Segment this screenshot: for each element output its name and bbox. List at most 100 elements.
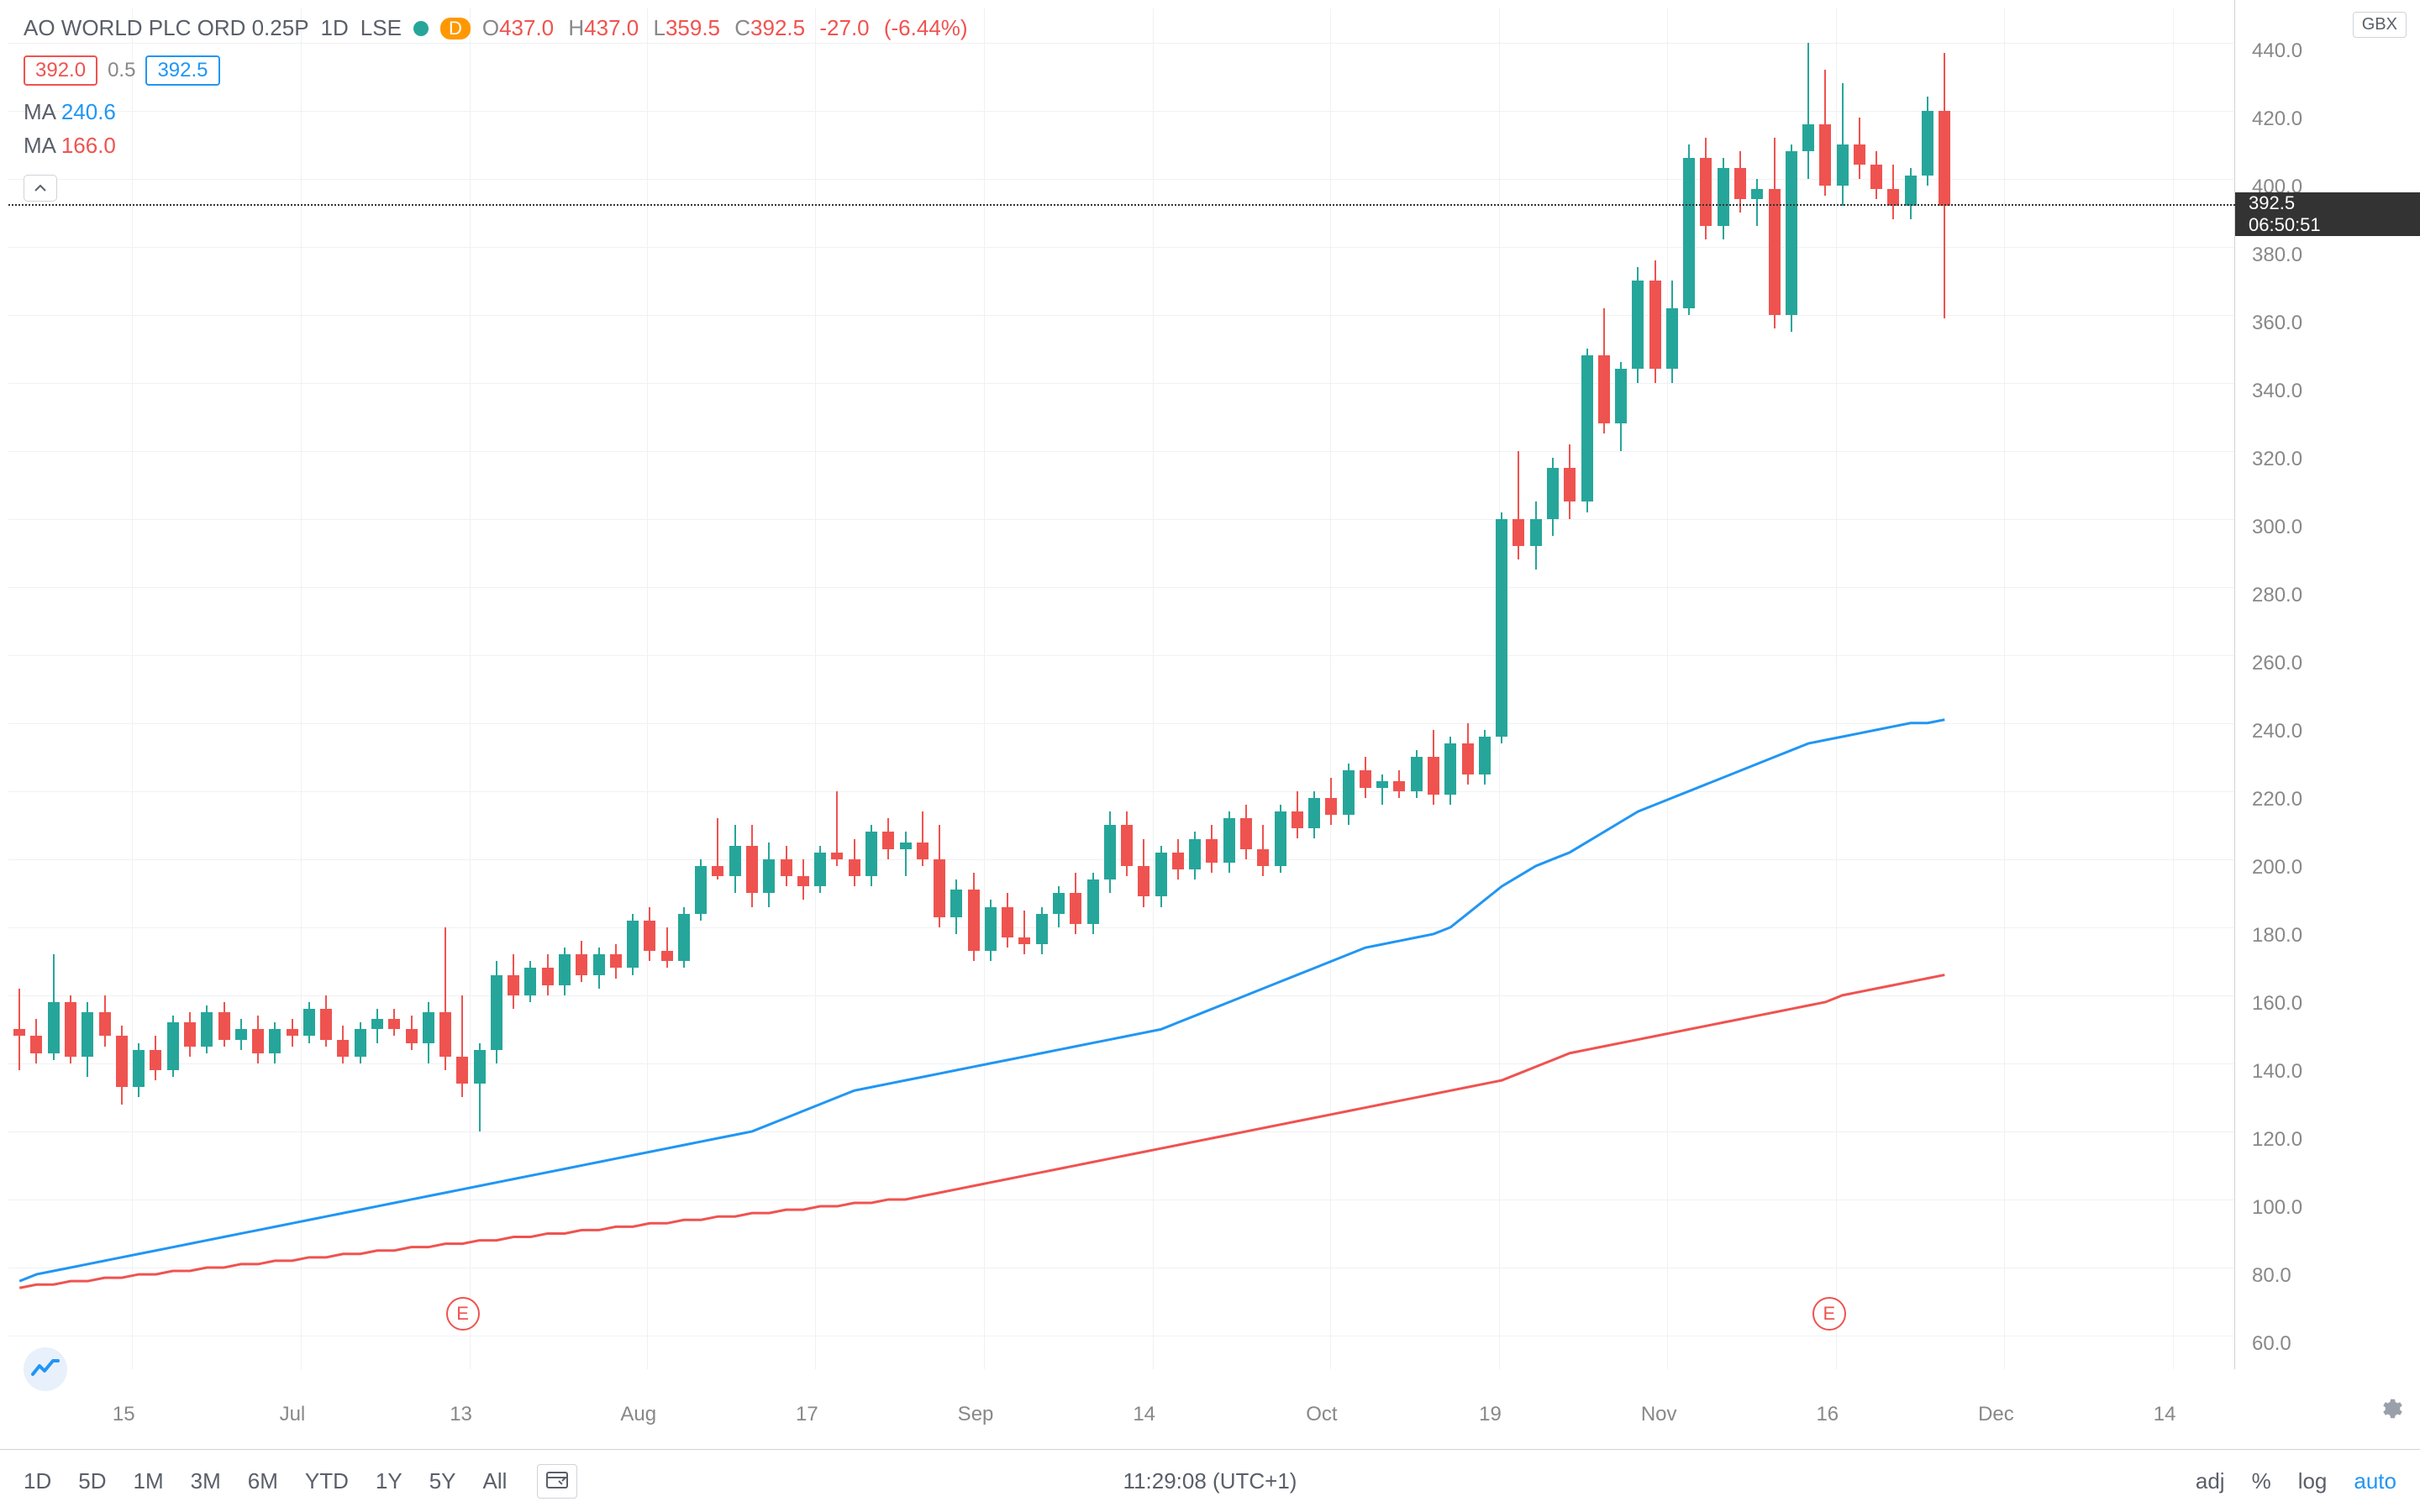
candle[interactable] xyxy=(695,8,707,1336)
candle[interactable] xyxy=(1734,8,1746,1336)
interval-pill[interactable]: D xyxy=(440,18,471,39)
candle[interactable] xyxy=(934,8,945,1336)
candle[interactable] xyxy=(746,8,758,1336)
candle[interactable] xyxy=(1786,8,1797,1336)
candle[interactable] xyxy=(1887,8,1899,1336)
candle[interactable] xyxy=(1666,8,1678,1336)
candle[interactable] xyxy=(610,8,622,1336)
candle[interactable] xyxy=(781,8,792,1336)
range-1m[interactable]: 1M xyxy=(134,1468,164,1494)
candle[interactable] xyxy=(491,8,502,1336)
log-toggle[interactable]: log xyxy=(2298,1468,2328,1494)
ma1-row[interactable]: MA 240.6 xyxy=(24,99,116,125)
candle[interactable] xyxy=(576,8,587,1336)
candle[interactable] xyxy=(644,8,655,1336)
candle[interactable] xyxy=(1292,8,1303,1336)
candle[interactable] xyxy=(1632,8,1644,1336)
candle[interactable] xyxy=(167,8,179,1336)
candle[interactable] xyxy=(1444,8,1456,1336)
candle[interactable] xyxy=(1479,8,1491,1336)
candle[interactable] xyxy=(371,8,383,1336)
candle[interactable] xyxy=(627,8,639,1336)
candle[interactable] xyxy=(712,8,723,1336)
candle[interactable] xyxy=(1837,8,1849,1336)
candle[interactable] xyxy=(1343,8,1355,1336)
candle[interactable] xyxy=(1854,8,1865,1336)
candle[interactable] xyxy=(917,8,929,1336)
candle[interactable] xyxy=(1104,8,1116,1336)
adj-toggle[interactable]: adj xyxy=(2196,1468,2225,1494)
settings-button[interactable] xyxy=(2378,1396,2403,1428)
candle[interactable] xyxy=(729,8,741,1336)
candle[interactable] xyxy=(1070,8,1081,1336)
candle[interactable] xyxy=(797,8,809,1336)
candle[interactable] xyxy=(218,8,230,1336)
earnings-badge[interactable]: E xyxy=(446,1297,480,1331)
candle[interactable] xyxy=(201,8,213,1336)
candle[interactable] xyxy=(252,8,264,1336)
candle[interactable] xyxy=(1138,8,1150,1336)
candle[interactable] xyxy=(1018,8,1030,1336)
candle[interactable] xyxy=(1325,8,1337,1336)
candle[interactable] xyxy=(1819,8,1831,1336)
candle[interactable] xyxy=(287,8,298,1336)
candle[interactable] xyxy=(968,8,980,1336)
candle[interactable] xyxy=(849,8,860,1336)
candle[interactable] xyxy=(99,8,111,1336)
candle[interactable] xyxy=(678,8,690,1336)
candle[interactable] xyxy=(1308,8,1320,1336)
candle[interactable] xyxy=(133,8,145,1336)
candle[interactable] xyxy=(1053,8,1065,1336)
candle[interactable] xyxy=(355,8,366,1336)
tradingview-logo[interactable] xyxy=(24,1347,67,1391)
candle[interactable] xyxy=(48,8,60,1336)
candle[interactable] xyxy=(1393,8,1405,1336)
ma2-row[interactable]: MA 166.0 xyxy=(24,133,116,159)
ask-price[interactable]: 392.5 xyxy=(145,55,219,86)
candle[interactable] xyxy=(1769,8,1781,1336)
candle[interactable] xyxy=(474,8,486,1336)
candle[interactable] xyxy=(1275,8,1286,1336)
candle[interactable] xyxy=(542,8,554,1336)
candle[interactable] xyxy=(1002,8,1013,1336)
candle[interactable] xyxy=(1598,8,1610,1336)
candle[interactable] xyxy=(1649,8,1661,1336)
candle[interactable] xyxy=(1411,8,1423,1336)
candle[interactable] xyxy=(1922,8,1933,1336)
candle[interactable] xyxy=(1581,8,1593,1336)
candle[interactable] xyxy=(1172,8,1184,1336)
candle[interactable] xyxy=(439,8,451,1336)
candle[interactable] xyxy=(1615,8,1627,1336)
y-axis[interactable]: 60.080.0100.0120.0140.0160.0180.0200.022… xyxy=(2235,8,2420,1369)
visibility-dot-icon[interactable] xyxy=(413,21,429,36)
currency-pill[interactable]: GBX xyxy=(2353,12,2407,38)
candle[interactable] xyxy=(13,8,25,1336)
range-1d[interactable]: 1D xyxy=(24,1468,51,1494)
candle[interactable] xyxy=(1802,8,1814,1336)
candle[interactable] xyxy=(593,8,605,1336)
candle[interactable] xyxy=(1700,8,1712,1336)
candle[interactable] xyxy=(882,8,894,1336)
range-1y[interactable]: 1Y xyxy=(376,1468,402,1494)
range-all[interactable]: All xyxy=(483,1468,508,1494)
calendar-button[interactable] xyxy=(537,1464,577,1499)
candle[interactable] xyxy=(1564,8,1576,1336)
range-6m[interactable]: 6M xyxy=(248,1468,278,1494)
candle[interactable] xyxy=(1189,8,1201,1336)
candle[interactable] xyxy=(1905,8,1917,1336)
candle[interactable] xyxy=(814,8,826,1336)
candle[interactable] xyxy=(1530,8,1542,1336)
candle[interactable] xyxy=(1121,8,1133,1336)
candle[interactable] xyxy=(763,8,775,1336)
candle[interactable] xyxy=(388,8,400,1336)
candle[interactable] xyxy=(524,8,536,1336)
pct-toggle[interactable]: % xyxy=(2252,1468,2271,1494)
candle[interactable] xyxy=(1087,8,1099,1336)
candle[interactable] xyxy=(1428,8,1439,1336)
interval-label[interactable]: 1D xyxy=(321,15,349,41)
candle[interactable] xyxy=(1360,8,1371,1336)
candle[interactable] xyxy=(1496,8,1507,1336)
candle[interactable] xyxy=(1512,8,1524,1336)
candle[interactable] xyxy=(1036,8,1048,1336)
candle[interactable] xyxy=(559,8,571,1336)
